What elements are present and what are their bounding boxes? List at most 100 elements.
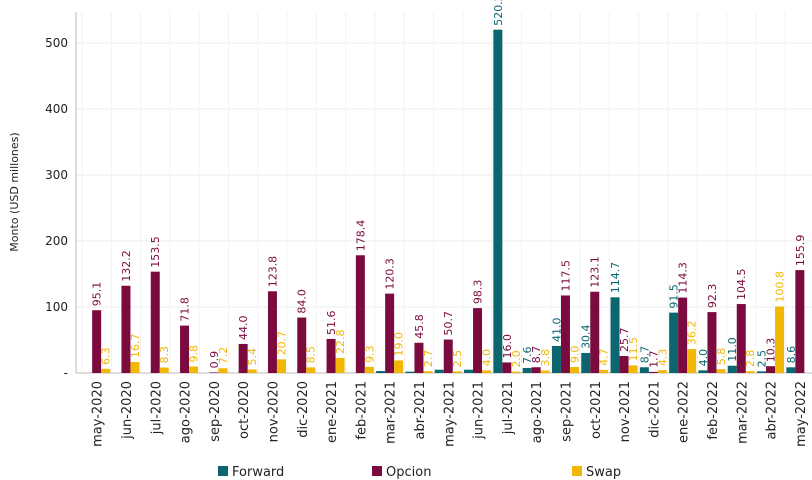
value-label: 92.3 xyxy=(706,284,719,309)
legend-swatch xyxy=(372,466,382,476)
bar xyxy=(669,312,679,373)
value-label: 7.6 xyxy=(521,346,534,364)
x-tick-label: may-2020 xyxy=(91,381,106,447)
bar xyxy=(405,371,415,373)
bar xyxy=(326,338,336,373)
value-label: 2.8 xyxy=(744,350,757,368)
bar xyxy=(434,369,444,373)
bar xyxy=(385,293,395,373)
x-tick-label: feb-2022 xyxy=(706,381,721,440)
bar xyxy=(473,308,483,373)
bar xyxy=(443,339,453,373)
x-tick-label: abr-2022 xyxy=(765,381,780,440)
value-label: 123.1 xyxy=(589,256,602,288)
bar xyxy=(628,365,638,373)
bar xyxy=(482,370,492,373)
value-label: 44.0 xyxy=(237,315,250,340)
value-label: 9.0 xyxy=(568,346,581,364)
y-tick-label: - xyxy=(64,366,68,380)
x-tick-label: oct-2021 xyxy=(589,381,604,439)
value-label: 4.0 xyxy=(697,349,710,367)
x-tick-label: jul-2020 xyxy=(149,381,164,435)
bar xyxy=(766,366,776,373)
bar xyxy=(238,343,248,373)
value-label: 95.1 xyxy=(91,282,104,307)
value-label: 10.3 xyxy=(765,338,778,363)
value-label: 4.0 xyxy=(481,349,494,367)
x-tick-label: oct-2020 xyxy=(237,381,252,439)
x-tick-label: nov-2020 xyxy=(266,381,281,442)
legend-swatch xyxy=(572,466,582,476)
bar xyxy=(736,304,746,373)
bar xyxy=(364,366,374,373)
value-label: 8.6 xyxy=(785,346,798,364)
bar xyxy=(297,317,307,373)
x-tick-label: dic-2020 xyxy=(296,381,311,438)
bar xyxy=(716,369,726,373)
bar xyxy=(414,342,424,373)
value-label: 132.2 xyxy=(120,250,133,282)
value-label: 6.3 xyxy=(100,347,113,365)
bar xyxy=(394,360,404,373)
bar xyxy=(698,370,708,373)
bar xyxy=(464,369,474,373)
value-label: 2.0 xyxy=(510,350,523,368)
bar xyxy=(786,367,796,373)
value-label: 155.9 xyxy=(794,235,807,267)
value-label: 8.3 xyxy=(158,346,171,364)
value-label: 1.7 xyxy=(647,350,660,368)
value-label: 153.5 xyxy=(149,236,162,268)
y-tick-label: 200 xyxy=(45,234,68,248)
bar xyxy=(355,255,365,373)
value-label: 91.5 xyxy=(668,284,681,309)
legend-label: Forward xyxy=(232,465,284,480)
y-axis-label: Monto (USD millones) xyxy=(8,132,21,251)
value-label: 117.5 xyxy=(559,260,572,292)
value-label: 104.5 xyxy=(735,269,748,301)
bar xyxy=(678,297,688,373)
value-label: 0.9 xyxy=(208,351,221,369)
bar xyxy=(560,295,570,373)
value-label: 20.7 xyxy=(275,331,288,356)
bar xyxy=(493,29,503,374)
x-tick-label: jun-2021 xyxy=(472,381,487,440)
value-label: 8.7 xyxy=(530,346,543,364)
bar xyxy=(92,310,102,373)
x-tick-label: feb-2021 xyxy=(354,381,369,440)
value-label: 36.2 xyxy=(686,321,699,346)
x-tick-label: jul-2021 xyxy=(501,381,516,435)
value-label: 7.2 xyxy=(217,347,230,365)
bar xyxy=(130,361,140,373)
x-tick-label: mar-2021 xyxy=(384,381,399,444)
y-tick-label: 300 xyxy=(45,168,68,182)
bar xyxy=(581,352,591,373)
bar xyxy=(189,366,199,373)
value-label: 2.5 xyxy=(451,350,464,368)
value-label: 16.0 xyxy=(501,334,514,358)
bar xyxy=(610,297,620,373)
y-tick-label: 100 xyxy=(45,300,68,314)
value-label: 3.8 xyxy=(539,349,552,367)
x-tick-label: ene-2021 xyxy=(325,381,340,443)
bar xyxy=(522,367,532,373)
legend-swatch xyxy=(218,466,228,476)
bar xyxy=(159,367,169,373)
value-label: 19.0 xyxy=(393,332,406,357)
bar xyxy=(619,356,629,373)
value-label: 25.7 xyxy=(618,328,631,353)
value-label: 120.3 xyxy=(384,258,397,290)
bar xyxy=(306,367,316,373)
value-label: 4.3 xyxy=(656,349,669,367)
legend-label: Opcion xyxy=(386,465,431,480)
value-label: 50.7 xyxy=(442,311,455,336)
bar xyxy=(180,325,190,373)
bar xyxy=(502,362,512,373)
y-tick-label: 500 xyxy=(45,36,68,50)
x-tick-label: may-2022 xyxy=(794,381,809,447)
bar xyxy=(101,368,111,373)
value-label: 16.7 xyxy=(129,333,142,358)
value-label: 2.5 xyxy=(756,350,769,368)
bar xyxy=(727,365,737,373)
x-tick-label: abr-2021 xyxy=(413,381,428,440)
bar xyxy=(209,372,219,373)
